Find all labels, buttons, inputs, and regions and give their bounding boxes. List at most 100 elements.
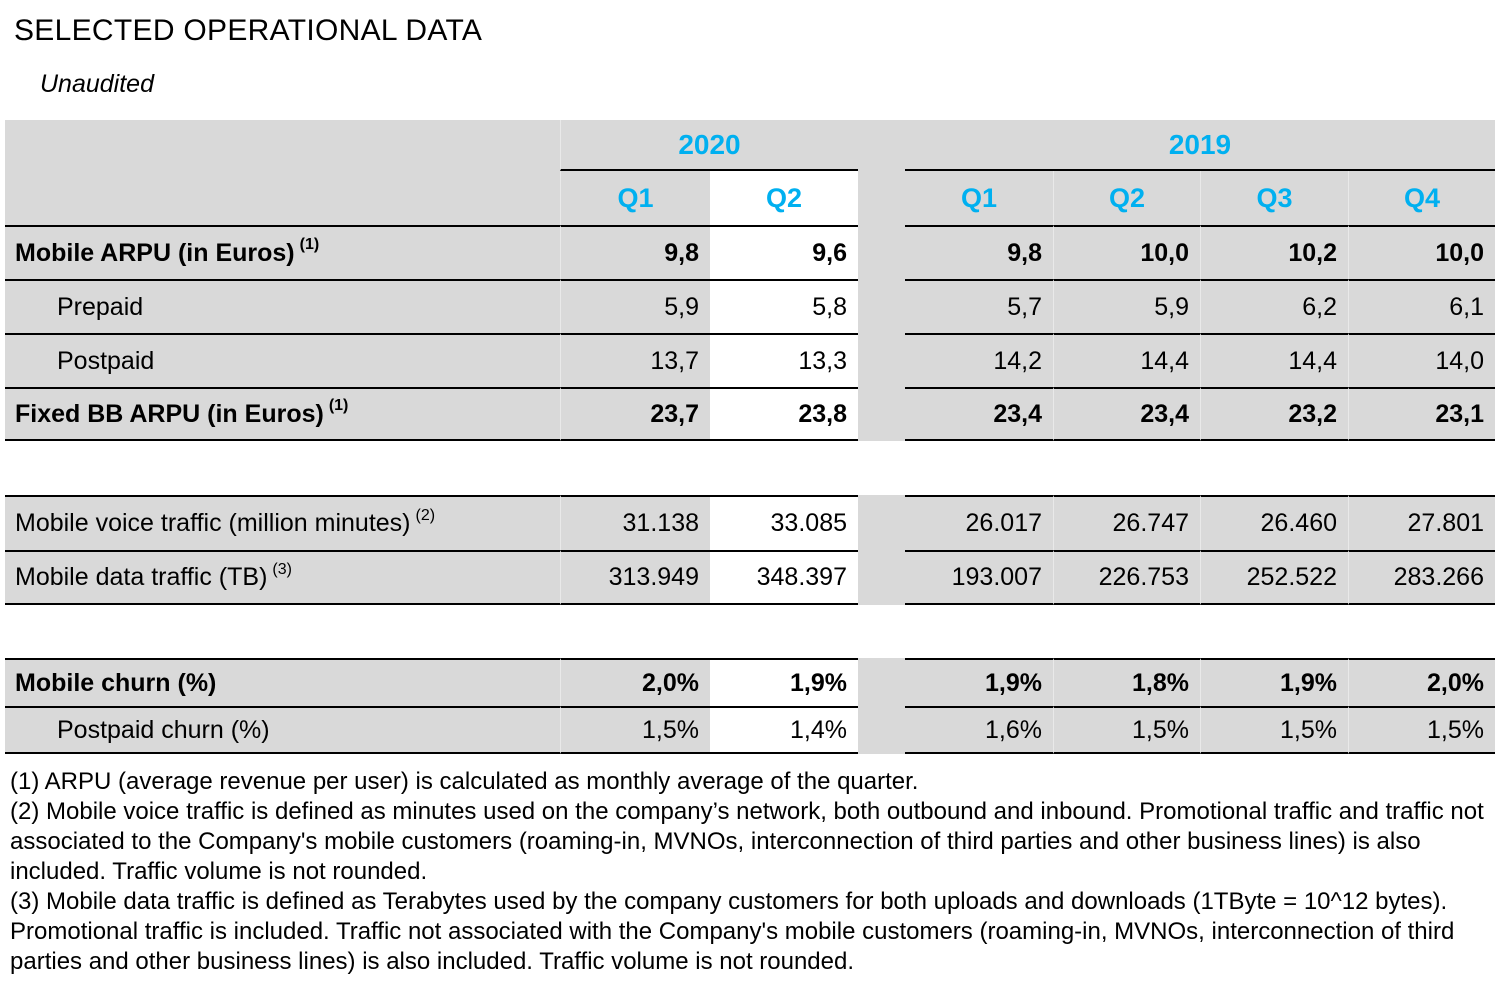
table-header: 2020 2019 Q1 Q2 Q1 Q2 Q3 Q4 [5, 120, 1495, 225]
row-label-text: Mobile voice traffic (million minutes) [15, 509, 411, 537]
column-gap [858, 279, 905, 333]
page-title: SELECTED OPERATIONAL DATA [14, 14, 483, 47]
cell-2019-q3: 14,4 [1200, 333, 1348, 387]
footnote-ref-1: (1) [328, 397, 349, 414]
cell-2019-q2: 23,4 [1053, 387, 1200, 441]
cell-2019-q1: 193.007 [905, 550, 1053, 605]
header-label-spacer [5, 171, 560, 225]
cell-2019-q3: 252.522 [1200, 550, 1348, 605]
arpu-block: Mobile ARPU (in Euros) (1) 9,8 9,6 9,8 10… [5, 225, 1495, 441]
row-label-text: Mobile data traffic (TB) [15, 563, 268, 591]
header-label-spacer [5, 120, 560, 171]
cell-2020-q2: 1,9% [710, 658, 858, 706]
cell-2019-q1: 5,7 [905, 279, 1053, 333]
row-label-postpaid-churn: Postpaid churn (%) [5, 706, 560, 754]
cell-2019-q3: 6,2 [1200, 279, 1348, 333]
cell-2020-q1: 31.138 [560, 495, 710, 550]
cell-2019-q3: 23,2 [1200, 387, 1348, 441]
cell-2020-q1: 9,8 [560, 225, 710, 279]
cell-2019-q4: 2,0% [1348, 658, 1495, 706]
cell-2019-q1: 1,9% [905, 658, 1053, 706]
quarter-header-2019-q1: Q1 [905, 171, 1053, 225]
operational-data-table: 2020 2019 Q1 Q2 Q1 Q2 Q3 Q4 Mobile ARPU … [5, 120, 1495, 754]
quarter-header-2019-q2: Q2 [1053, 171, 1200, 225]
cell-2019-q2: 1,5% [1053, 706, 1200, 754]
cell-2019-q1: 1,6% [905, 706, 1053, 754]
cell-2019-q3: 1,5% [1200, 706, 1348, 754]
block-spacer [5, 441, 1495, 495]
cell-2020-q2: 348.397 [710, 550, 858, 605]
row-label-text: Fixed BB ARPU (in Euros) [15, 399, 324, 428]
row-label-text: Mobile ARPU (in Euros) [15, 238, 295, 267]
row-label-fixed-bb-arpu: Fixed BB ARPU (in Euros) (1) [5, 387, 560, 441]
unaudited-note: Unaudited [40, 70, 154, 98]
cell-2019-q1: 9,8 [905, 225, 1053, 279]
cell-2019-q4: 23,1 [1348, 387, 1495, 441]
footnote-ref-2: (2) [415, 506, 436, 524]
footnote-ref-1: (1) [299, 236, 320, 253]
quarter-header-2019-q4: Q4 [1348, 171, 1495, 225]
row-label-text: Prepaid [57, 292, 144, 321]
column-gap [858, 550, 905, 605]
cell-2020-q2: 9,6 [710, 225, 858, 279]
footnote-ref-3: (3) [272, 560, 292, 578]
row-label-mobile-voice-traffic: Mobile voice traffic (million minutes) (2… [5, 495, 560, 550]
row-label-text: Mobile churn (%) [15, 668, 217, 697]
column-gap [858, 333, 905, 387]
row-label-text: Postpaid [57, 346, 155, 375]
block-spacer [5, 605, 1495, 658]
column-gap [858, 658, 905, 706]
cell-2019-q3: 1,9% [1200, 658, 1348, 706]
cell-2019-q4: 6,1 [1348, 279, 1495, 333]
year-header-2019: 2019 [905, 120, 1495, 171]
cell-2020-q1: 313.949 [560, 550, 710, 605]
cell-2020-q1: 13,7 [560, 333, 710, 387]
cell-2019-q4: 14,0 [1348, 333, 1495, 387]
row-label-mobile-data-traffic: Mobile data traffic (TB) (3) [5, 550, 560, 605]
cell-2019-q2: 14,4 [1053, 333, 1200, 387]
column-gap [858, 171, 905, 225]
row-label-mobile-churn: Mobile churn (%) [5, 658, 560, 706]
cell-2019-q2: 26.747 [1053, 495, 1200, 550]
year-header-2020: 2020 [560, 120, 858, 171]
cell-2020-q1: 2,0% [560, 658, 710, 706]
cell-2019-q3: 10,2 [1200, 225, 1348, 279]
footnotes: (1) ARPU (average revenue per user) is c… [10, 767, 1490, 977]
cell-2019-q4: 283.266 [1348, 550, 1495, 605]
row-label-text: Postpaid churn (%) [57, 715, 270, 744]
cell-2019-q1: 26.017 [905, 495, 1053, 550]
cell-2020-q2: 33.085 [710, 495, 858, 550]
cell-2020-q1: 5,9 [560, 279, 710, 333]
row-label-prepaid: Prepaid [5, 279, 560, 333]
column-gap [858, 225, 905, 279]
quarter-header-2020-q2: Q2 [710, 171, 858, 225]
footnote-3: (3) Mobile data traffic is defined as Te… [10, 888, 1455, 975]
traffic-block: Mobile voice traffic (million minutes) (2… [5, 495, 1495, 605]
quarter-header-2019-q3: Q3 [1200, 171, 1348, 225]
column-gap [858, 120, 905, 171]
cell-2019-q4: 10,0 [1348, 225, 1495, 279]
churn-block: Mobile churn (%) 2,0% 1,9% 1,9% 1,8% 1,9… [5, 658, 1495, 754]
cell-2020-q1: 23,7 [560, 387, 710, 441]
footnote-2: (2) Mobile voice traffic is defined as m… [10, 798, 1484, 885]
cell-2019-q1: 14,2 [905, 333, 1053, 387]
cell-2019-q1: 23,4 [905, 387, 1053, 441]
cell-2019-q2: 226.753 [1053, 550, 1200, 605]
cell-2019-q2: 5,9 [1053, 279, 1200, 333]
cell-2020-q2: 13,3 [710, 333, 858, 387]
cell-2020-q2: 1,4% [710, 706, 858, 754]
cell-2020-q2: 23,8 [710, 387, 858, 441]
quarter-header-2020-q1: Q1 [560, 171, 710, 225]
cell-2019-q3: 26.460 [1200, 495, 1348, 550]
column-gap [858, 706, 905, 754]
cell-2020-q2: 5,8 [710, 279, 858, 333]
cell-2020-q1: 1,5% [560, 706, 710, 754]
cell-2019-q2: 10,0 [1053, 225, 1200, 279]
row-label-mobile-arpu: Mobile ARPU (in Euros) (1) [5, 225, 560, 279]
column-gap [858, 495, 905, 550]
column-gap [858, 387, 905, 441]
cell-2019-q4: 1,5% [1348, 706, 1495, 754]
cell-2019-q2: 1,8% [1053, 658, 1200, 706]
footnote-1: (1) ARPU (average revenue per user) is c… [10, 768, 919, 795]
